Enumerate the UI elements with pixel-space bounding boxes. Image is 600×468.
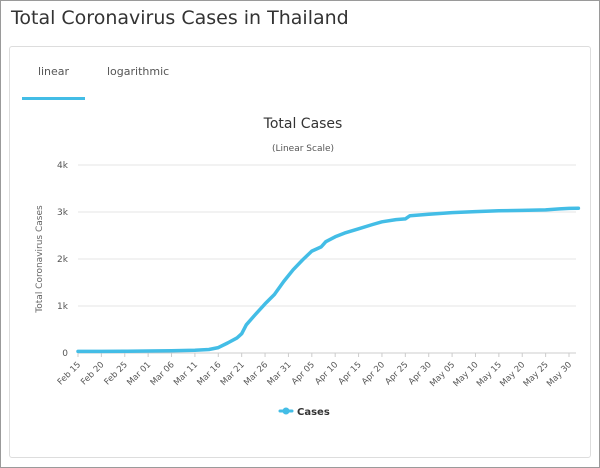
x-tick-label: Feb 15 bbox=[56, 360, 83, 387]
legend-swatch-marker bbox=[282, 407, 290, 415]
legend[interactable]: Cases bbox=[278, 407, 330, 418]
x-tick-label: May 30 bbox=[545, 360, 574, 389]
series-line-cases bbox=[76, 206, 581, 354]
x-tick-label: Mar 21 bbox=[219, 360, 247, 388]
x-tick-label: Feb 20 bbox=[79, 360, 106, 387]
legend-label-cases: Cases bbox=[297, 407, 330, 418]
x-tick-label: Apr 10 bbox=[313, 360, 340, 387]
chart-title: Total Cases bbox=[263, 116, 343, 132]
y-tick-label: 3k bbox=[57, 208, 69, 218]
line-chart: Total Cases (Linear Scale) Total Coronav… bbox=[35, 116, 581, 418]
x-tick-label: Apr 15 bbox=[337, 360, 364, 387]
y-tick-label: 0 bbox=[62, 349, 68, 359]
x-tick-label: Mar 31 bbox=[266, 360, 294, 388]
x-tick-label: Mar 11 bbox=[172, 360, 200, 388]
x-tick-label: Mar 06 bbox=[149, 360, 177, 388]
chart-panel: linear logarithmic Total Cases (Linear S… bbox=[9, 46, 591, 458]
tab-linear[interactable]: linear bbox=[22, 65, 85, 100]
y-tick-label: 1k bbox=[57, 302, 69, 312]
x-tick-label: Mar 16 bbox=[195, 360, 223, 388]
x-tick-label: Apr 05 bbox=[290, 360, 317, 387]
y-tick-label: 2k bbox=[57, 255, 69, 265]
scale-tabs: linear logarithmic bbox=[22, 65, 222, 100]
grid-lines bbox=[78, 164, 576, 354]
y-axis-ticks: 0 1k 2k 3k 4k bbox=[57, 161, 69, 359]
series-layer bbox=[76, 206, 581, 354]
x-tick-label: Mar 26 bbox=[242, 360, 270, 388]
x-tick-label: Apr 20 bbox=[360, 360, 387, 387]
x-tick-label: May 25 bbox=[522, 360, 551, 389]
chart-subtitle: (Linear Scale) bbox=[272, 144, 334, 154]
y-tick-label: 4k bbox=[57, 161, 69, 171]
y-axis-label: Total Coronavirus Cases bbox=[35, 205, 45, 314]
page-title: Total Coronavirus Cases in Thailand bbox=[11, 7, 349, 29]
x-tick-label: Apr 25 bbox=[383, 360, 410, 387]
tab-logarithmic[interactable]: logarithmic bbox=[107, 65, 170, 78]
x-tick-label: Feb 25 bbox=[103, 360, 130, 387]
x-tick-label: Mar 01 bbox=[125, 360, 153, 388]
